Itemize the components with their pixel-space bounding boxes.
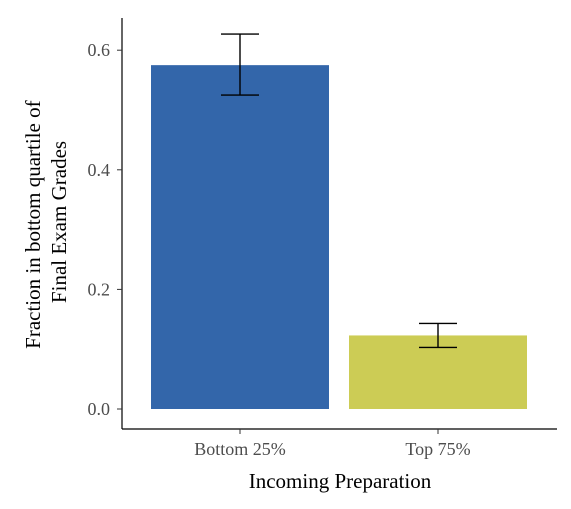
x-axis-title: Incoming Preparation <box>249 469 432 493</box>
y-axis-title-line-2: Final Exam Grades <box>47 141 71 303</box>
y-tick-label: 0.6 <box>88 40 111 60</box>
error-bar-1 <box>221 33 259 96</box>
y-tick-label: 0.2 <box>88 279 111 299</box>
bar-1 <box>151 65 329 410</box>
y-tick-label: 0.4 <box>88 160 111 180</box>
y-axis-title: Fraction in bottom quartile of Final Exa… <box>21 95 71 349</box>
y-axis-ticks: 0.0 0.2 0.4 0.6 <box>88 40 122 419</box>
x-tick-label: Bottom 25% <box>194 439 286 459</box>
y-axis-title-line-1: Fraction in bottom quartile of <box>21 100 45 348</box>
x-axis-ticks: Bottom 25% Top 75% <box>194 429 471 459</box>
error-bar-2 <box>419 322 457 349</box>
x-tick-label: Top 75% <box>405 439 470 459</box>
plot-area <box>151 33 527 410</box>
y-tick-label: 0.0 <box>88 399 111 419</box>
